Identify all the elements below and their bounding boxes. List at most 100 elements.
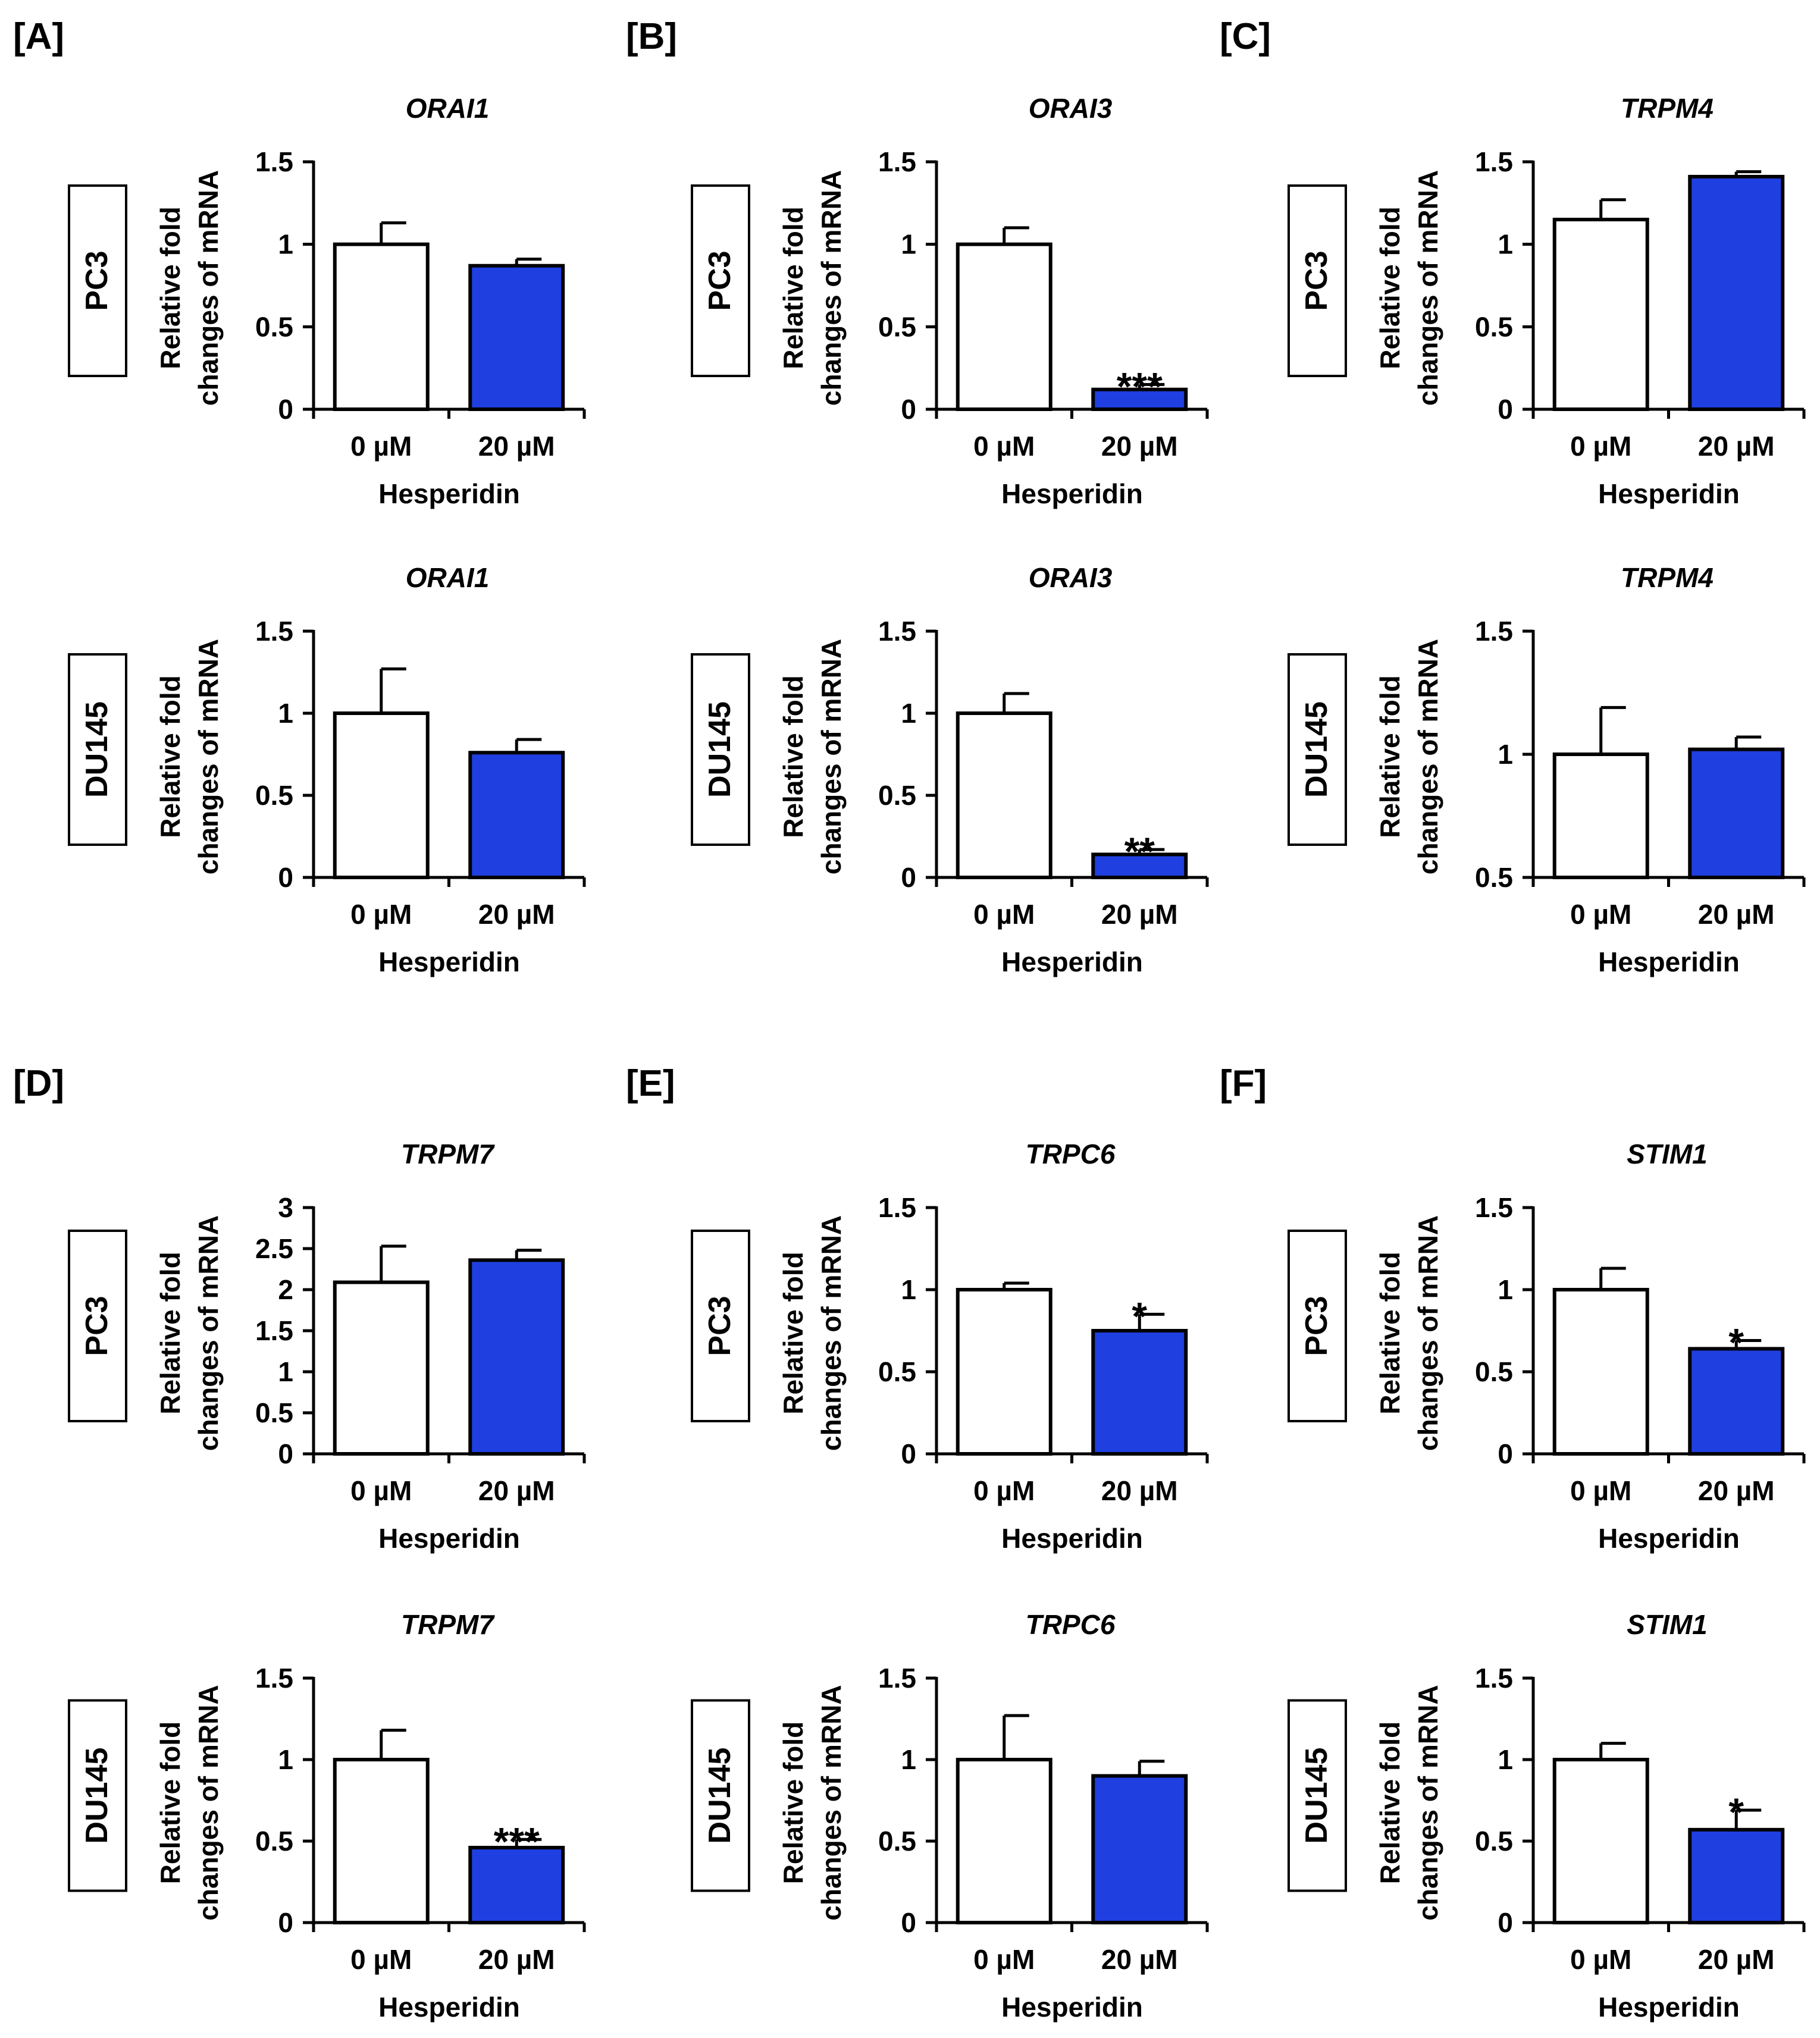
y-tick-label: 0.5 xyxy=(255,780,293,811)
y-tick-label: 0.5 xyxy=(1475,311,1513,342)
significance-marker: * xyxy=(1728,1321,1744,1365)
x-category-label: 20 µM xyxy=(1101,1944,1178,1975)
x-category-label: 20 µM xyxy=(478,1944,555,1975)
y-tick-label: 0.5 xyxy=(878,1826,916,1857)
bar-control xyxy=(333,1280,430,1456)
y-axis-label-line2: changes of mRNA xyxy=(816,1685,847,1920)
chart-grid: PC3 Relative fold changes of mRNAORAI100.5… xyxy=(68,93,1806,2023)
chart-title: STIM1 xyxy=(1627,1609,1707,1640)
cell-line-label: PC3 xyxy=(703,1296,737,1356)
y-tick-label: 0.5 xyxy=(878,1356,916,1387)
y-axis-label-line2: changes of mRNA xyxy=(193,1215,224,1451)
x-category-label: 20 µM xyxy=(1698,899,1775,930)
bar-control xyxy=(956,1288,1052,1456)
y-tick-label: 0 xyxy=(901,394,916,425)
y-axis-label-line1: Relative fold xyxy=(155,1722,186,1885)
y-tick-label: 1 xyxy=(901,698,916,729)
cell-line-label: DU145 xyxy=(703,1748,737,1844)
x-category-label: 0 µM xyxy=(973,899,1035,930)
x-category-label: 20 µM xyxy=(1101,899,1178,930)
y-tick-label: 1.5 xyxy=(1475,1192,1513,1223)
chart-title: ORAI3 xyxy=(1029,93,1113,124)
cell-line-box xyxy=(68,1230,127,1422)
bar-control xyxy=(333,711,430,879)
cell-line-box xyxy=(1288,653,1347,846)
cell-line-label: DU145 xyxy=(1299,1748,1334,1844)
y-axis-label-line1: Relative fold xyxy=(155,1252,186,1415)
x-axis-label: Hesperidin xyxy=(1001,1523,1143,1554)
cell-line-label: DU145 xyxy=(80,1748,114,1844)
y-tick-label: 1.5 xyxy=(878,1663,916,1694)
y-axis-label-line2: changes of mRNA xyxy=(1412,170,1443,406)
x-axis-label: Hesperidin xyxy=(1598,1523,1740,1554)
panel-label-d: [D] xyxy=(13,1063,64,1104)
chart-c-pc3: PC3 Relative fold changes of mRNA TRPM4 0 0.5… xyxy=(1288,93,1806,509)
y-tick-label: 0.5 xyxy=(878,311,916,342)
y-tick-label: 1.5 xyxy=(878,616,916,647)
chart-title: ORAI1 xyxy=(406,562,490,593)
bar-control xyxy=(1552,753,1649,879)
y-axis-label-line1: Relative fold xyxy=(1374,1252,1405,1415)
x-category-label: 0 µM xyxy=(350,1944,412,1975)
cell-line-label: PC3 xyxy=(1299,250,1334,311)
bar-control xyxy=(1552,1288,1649,1456)
cell-line-label: PC3 xyxy=(1299,1296,1334,1356)
bar-control xyxy=(956,711,1052,879)
y-tick-label: 0.5 xyxy=(255,1397,293,1428)
y-axis-label-line1: Relative fold xyxy=(1374,206,1405,369)
cell-line-box xyxy=(691,184,750,377)
chart-a-du145: DU145 Relative fold changes of mRNA ORAI1 0 0… xyxy=(68,562,586,977)
y-tick-label: 0 xyxy=(1498,1907,1513,1938)
y-tick-label: 1.5 xyxy=(255,1663,293,1694)
chart-a-pc3: PC3 Relative fold changes of mRNA ORAI1 0 0.5… xyxy=(68,93,586,509)
chart-c-du145: DU145 Relative fold changes of mRNA TRPM4 0.… xyxy=(1288,562,1806,977)
y-tick-label: 1 xyxy=(1498,1744,1513,1775)
significance-marker: *** xyxy=(1117,364,1163,408)
y-tick-label: 1 xyxy=(278,1356,293,1387)
y-tick-label: 1.5 xyxy=(255,1315,293,1346)
y-tick-label: 1 xyxy=(1498,229,1513,260)
cell-line-box xyxy=(691,1230,750,1422)
y-axis-label-line1: Relative fold xyxy=(155,675,186,838)
bar-treated xyxy=(1091,1774,1188,1924)
chart-title: TRPM4 xyxy=(1621,562,1714,593)
cell-line-box xyxy=(68,184,127,377)
y-tick-label: 0 xyxy=(901,1438,916,1469)
y-tick-label: 1.5 xyxy=(1475,616,1513,647)
x-category-label: 0 µM xyxy=(1570,899,1631,930)
y-axis-label-line2: changes of mRNA xyxy=(816,639,847,874)
x-axis-label: Hesperidin xyxy=(1598,946,1740,977)
cell-line-box xyxy=(1288,1699,1347,1892)
bar-treated xyxy=(1688,747,1785,879)
x-category-label: 0 µM xyxy=(973,1944,1035,1975)
chart-title: TRPM4 xyxy=(1621,93,1714,124)
cell-line-box xyxy=(1288,184,1347,377)
bar-treated xyxy=(1688,1347,1785,1456)
x-axis-label: Hesperidin xyxy=(378,946,520,977)
y-axis-label-line2: changes of mRNA xyxy=(816,1215,847,1451)
bar-treated xyxy=(468,1845,565,1924)
bar-control xyxy=(333,242,430,411)
x-category-label: 0 µM xyxy=(973,1475,1035,1506)
y-axis-label-line1: Relative fold xyxy=(155,206,186,369)
y-tick-label: 1 xyxy=(1498,739,1513,770)
significance-marker: ** xyxy=(1124,829,1155,873)
panel-label-f: [F] xyxy=(1220,1063,1267,1104)
y-tick-label: 0 xyxy=(278,1438,293,1469)
x-axis-label: Hesperidin xyxy=(1001,946,1143,977)
y-tick-label: 1 xyxy=(1498,1274,1513,1305)
y-axis-label-line1: Relative fold xyxy=(778,1722,809,1885)
y-tick-label: 0 xyxy=(1498,394,1513,425)
cell-line-label: DU145 xyxy=(1299,701,1334,798)
y-tick-label: 2 xyxy=(278,1274,293,1305)
chart-f-du145: DU145 Relative fold changes of mRNA STIM1 0 0… xyxy=(1288,1609,1806,2023)
x-category-label: 20 µM xyxy=(478,1475,555,1506)
bar-control xyxy=(1552,1758,1649,1924)
significance-marker: * xyxy=(1132,1294,1147,1338)
cell-line-label: DU145 xyxy=(80,701,114,798)
chart-b-pc3: PC3 Relative fold changes of mRNA ORAI3 0 0.5… xyxy=(691,93,1209,509)
cell-line-label: PC3 xyxy=(80,1296,114,1356)
y-tick-label: 1 xyxy=(278,1744,293,1775)
y-axis-label-line2: changes of mRNA xyxy=(1412,639,1443,874)
chart-title: STIM1 xyxy=(1627,1139,1707,1170)
